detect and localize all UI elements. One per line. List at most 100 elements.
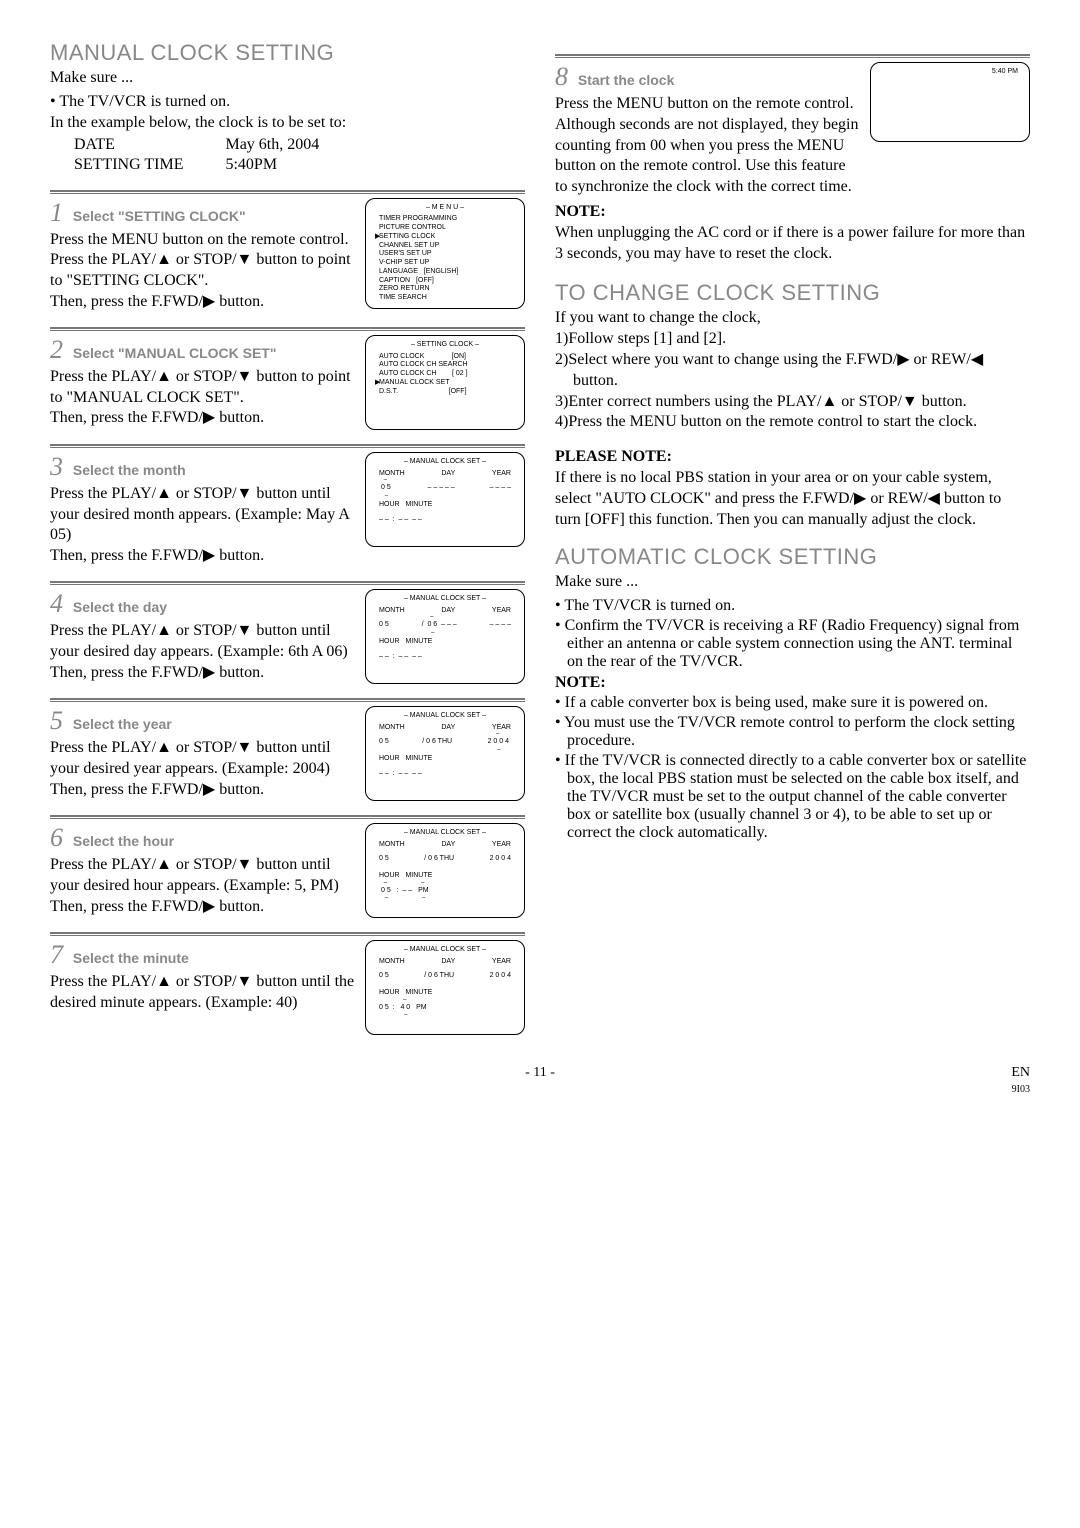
please-note-body: If there is no local PBS station in your… bbox=[555, 468, 1030, 530]
change-step: 3)Enter correct numbers using the PLAY/▲… bbox=[555, 392, 1030, 413]
step-body-line: Press the PLAY/▲ or STOP/▼ button to poi… bbox=[50, 367, 357, 409]
step-7: 7 Select the minute Press the PLAY/▲ or … bbox=[50, 940, 525, 1035]
osd-title: – MANUAL CLOCK SET – bbox=[373, 712, 517, 721]
step-body-line: Then, press the F.FWD/▶ button. bbox=[50, 292, 357, 313]
osd-clock-screen: – MANUAL CLOCK SET – MONTHDAYYEAR 0 5 – … bbox=[365, 452, 525, 547]
step-body-line: Press the PLAY/▲ or STOP/▼ button to poi… bbox=[50, 250, 357, 292]
osd-line: AUTO CLOCK CH SEARCH bbox=[379, 361, 517, 370]
step-heading: 6 Select the hour bbox=[50, 823, 357, 853]
prereq-item: The TV/VCR is turned on. bbox=[50, 93, 525, 111]
osd-line: V-CHIP SET UP bbox=[379, 259, 517, 268]
make-sure: Make sure ... bbox=[50, 68, 525, 89]
osd-date-row: 0 5 / 0 6 THU 2 0 0 4 bbox=[373, 855, 517, 864]
step-heading: 5 Select the year bbox=[50, 706, 357, 736]
step-body-line: Then, press the F.FWD/▶ button. bbox=[50, 546, 357, 567]
step-6: 6 Select the hour Press the PLAY/▲ or ST… bbox=[50, 823, 525, 918]
step-number: 3 bbox=[50, 452, 63, 481]
osd-screen: 5:40 PM bbox=[870, 62, 1030, 142]
divider bbox=[50, 815, 525, 819]
osd-clock-screen: – MANUAL CLOCK SET – MONTHDAYYEAR 0 5 / … bbox=[365, 823, 525, 918]
divider bbox=[50, 327, 525, 331]
step-label: Select the month bbox=[73, 462, 186, 478]
auto-prereq-item: The TV/VCR is turned on. bbox=[555, 597, 1030, 615]
osd-line: ▶SETTING CLOCK bbox=[379, 233, 517, 242]
auto-note-item: If a cable converter box is being used, … bbox=[555, 694, 1030, 712]
step-label: Select the day bbox=[73, 599, 167, 615]
osd-line: AUTO CLOCK [ON] bbox=[379, 353, 517, 362]
step-8: 8 Start the clock Press the MENU button … bbox=[555, 62, 1030, 198]
right-column: 8 Start the clock Press the MENU button … bbox=[555, 40, 1030, 1035]
divider bbox=[50, 444, 525, 448]
change-step: 4)Press the MENU button on the remote co… bbox=[555, 412, 1030, 433]
step-heading: 2 Select "MANUAL CLOCK SET" bbox=[50, 335, 357, 365]
osd-title: – MANUAL CLOCK SET – bbox=[373, 829, 517, 838]
auto-note-heading: NOTE: bbox=[555, 674, 606, 691]
step-body-line: Press the PLAY/▲ or STOP/▼ button until … bbox=[50, 621, 357, 663]
step8-body2: Although seconds are not displayed, they… bbox=[555, 115, 862, 198]
step-heading: 8 Start the clock bbox=[555, 62, 862, 92]
osd-header-row: MONTHDAYYEAR bbox=[373, 470, 517, 479]
page-number: - 11 - bbox=[110, 1065, 970, 1097]
date-value: May 6th, 2004 bbox=[225, 136, 319, 154]
change-step: 1)Follow steps [1] and [2]. bbox=[555, 329, 1030, 350]
osd-title: – MANUAL CLOCK SET – bbox=[373, 458, 517, 467]
step-number: 6 bbox=[50, 823, 63, 852]
step-heading: 7 Select the minute bbox=[50, 940, 357, 970]
step-number: 2 bbox=[50, 335, 63, 364]
osd-line: USER'S SET UP bbox=[379, 250, 517, 259]
change-intro: If you want to change the clock, bbox=[555, 308, 1030, 329]
step-heading: 4 Select the day bbox=[50, 589, 357, 619]
osd-clock-screen: – MANUAL CLOCK SET – MONTHDAYYEAR 0 5 / … bbox=[365, 706, 525, 801]
left-column: MANUAL CLOCK SETTING Make sure ... The T… bbox=[50, 40, 525, 1035]
auto-note-item: You must use the TV/VCR remote control t… bbox=[555, 714, 1030, 750]
osd-line: AUTO CLOCK CH [ 02 ] bbox=[379, 370, 517, 379]
step-3: 3 Select the month Press the PLAY/▲ or S… bbox=[50, 452, 525, 567]
divider bbox=[555, 54, 1030, 58]
steps-container: 1 Select "SETTING CLOCK" Press the MENU … bbox=[50, 190, 525, 1035]
step-number: 7 bbox=[50, 940, 63, 969]
osd-date-row: 0 5 / 0 6 THU 2 0 0 4 bbox=[373, 972, 517, 981]
osd-time-header: HOUR MINUTE bbox=[373, 755, 517, 764]
date-label: DATE bbox=[74, 136, 223, 154]
step-5: 5 Select the year Press the PLAY/▲ or ST… bbox=[50, 706, 525, 801]
note-body: When unplugging the AC cord or if there … bbox=[555, 223, 1030, 265]
step-label: Select the hour bbox=[73, 833, 174, 849]
manual-title: MANUAL CLOCK SETTING bbox=[50, 40, 525, 66]
divider bbox=[50, 581, 525, 585]
osd-clock-screen: – MANUAL CLOCK SET – MONTHDAYYEAR 0 5 / … bbox=[365, 940, 525, 1035]
step-number: 1 bbox=[50, 198, 63, 227]
change-title: TO CHANGE CLOCK SETTING bbox=[555, 280, 1030, 306]
step-label: Select the year bbox=[73, 716, 172, 732]
intro: In the example below, the clock is to be… bbox=[50, 113, 525, 134]
please-note-heading: PLEASE NOTE: bbox=[555, 448, 672, 465]
step-body-line: Press the PLAY/▲ or STOP/▼ button until … bbox=[50, 738, 357, 780]
osd-time-header: HOUR MINUTE bbox=[373, 989, 517, 998]
osd-line: D.S.T. [OFF] bbox=[379, 388, 517, 397]
step-label: Select "MANUAL CLOCK SET" bbox=[73, 345, 277, 361]
osd-time-header: HOUR MINUTE bbox=[373, 872, 517, 881]
example-table: DATEMay 6th, 2004 SETTING TIME5:40PM bbox=[72, 134, 321, 176]
step-heading: 1 Select "SETTING CLOCK" bbox=[50, 198, 357, 228]
auto-note-item: If the TV/VCR is connected directly to a… bbox=[555, 752, 1030, 842]
osd-date-row: 0 5 / 0 6 THU 2 0 0 4 bbox=[373, 738, 517, 747]
osd-line: LANGUAGE [ENGLISH] bbox=[379, 268, 517, 277]
auto-title: AUTOMATIC CLOCK SETTING bbox=[555, 544, 1030, 570]
osd-line: CAPTION [OFF] bbox=[379, 277, 517, 286]
step-1: 1 Select "SETTING CLOCK" Press the MENU … bbox=[50, 198, 525, 313]
step-number: 4 bbox=[50, 589, 63, 618]
osd-line: TIME SEARCH bbox=[379, 294, 517, 303]
time-value: 5:40PM bbox=[225, 156, 319, 174]
osd-line: PICTURE CONTROL bbox=[379, 224, 517, 233]
step-label: Select the minute bbox=[73, 950, 189, 966]
auto-make-sure: Make sure ... bbox=[555, 572, 1030, 593]
step-body-line: Press the PLAY/▲ or STOP/▼ button until … bbox=[50, 484, 357, 546]
step-heading: 3 Select the month bbox=[50, 452, 357, 482]
osd-date-row: 0 5 – – – – – – – – – bbox=[373, 484, 517, 493]
osd-time-row: 0 5 : 4 0 PM bbox=[373, 1004, 517, 1013]
step-body-line: Then, press the F.FWD/▶ button. bbox=[50, 780, 357, 801]
prereq-list: The TV/VCR is turned on. bbox=[50, 93, 525, 111]
step-body-line: Press the PLAY/▲ or STOP/▼ button until … bbox=[50, 855, 357, 897]
step-2: 2 Select "MANUAL CLOCK SET" Press the PL… bbox=[50, 335, 525, 430]
step8-body1: Press the MENU button on the remote cont… bbox=[555, 94, 862, 115]
osd-menu-screen: – M E N U – TIMER PROGRAMMINGPICTURE CON… bbox=[365, 198, 525, 309]
